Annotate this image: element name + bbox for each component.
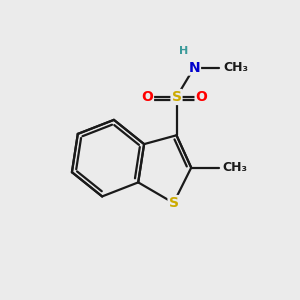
Text: O: O bbox=[141, 90, 153, 104]
Text: S: S bbox=[169, 196, 178, 210]
Text: H: H bbox=[179, 46, 188, 56]
Text: O: O bbox=[196, 90, 208, 104]
Text: CH₃: CH₃ bbox=[222, 161, 247, 174]
Text: N: N bbox=[188, 61, 200, 75]
Text: S: S bbox=[172, 90, 182, 104]
Text: CH₃: CH₃ bbox=[224, 61, 249, 74]
